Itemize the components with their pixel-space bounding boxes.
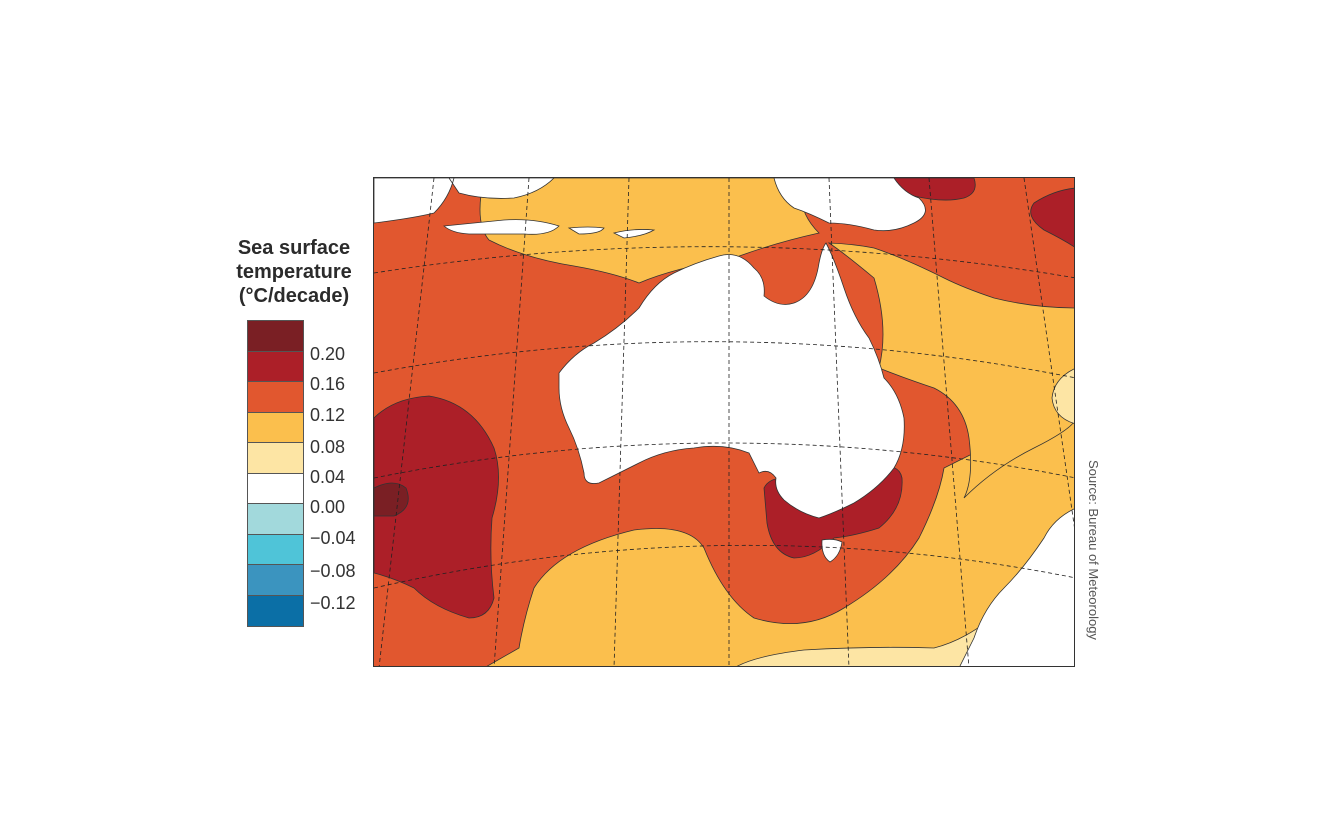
legend-color-bar	[247, 320, 304, 627]
zone-0-20-plus-west	[374, 482, 409, 517]
legend-title: Sea surface temperature (°C/decade)	[214, 236, 374, 308]
graticule-meridian	[378, 178, 435, 666]
source-credit: Source: Bureau of Meteorology	[1086, 460, 1101, 640]
graticule-parallel	[374, 544, 1074, 589]
legend-swatch-9	[248, 595, 303, 626]
legend-swatch-1	[248, 351, 303, 382]
legend-tick-label: −0.12	[310, 593, 356, 613]
graticule-parallel	[374, 246, 1074, 279]
zone-0-16-0-20-northeast	[1030, 187, 1074, 248]
indonesian-islands	[374, 178, 656, 239]
legend-title-line-3: (°C/decade)	[238, 285, 350, 307]
sst-trend-map	[373, 177, 1075, 667]
graticule-meridian	[1023, 178, 1074, 527]
new-guinea	[773, 178, 926, 232]
legend-swatch-3	[248, 412, 303, 443]
legend-tick-label: 0.00	[310, 497, 346, 517]
legend-swatch-7	[248, 534, 303, 565]
australia-landmass	[558, 242, 905, 519]
graticule-meridian	[493, 178, 530, 666]
legend-swatch-0	[248, 321, 303, 352]
legend-tick-label: −0.08	[310, 561, 356, 581]
legend-swatch-6	[248, 504, 303, 535]
legend-tick-label: −0.04	[310, 528, 356, 548]
legend-swatch-5	[248, 473, 303, 504]
sst-map-svg	[374, 178, 1074, 666]
legend-tick-label: 0.12	[310, 405, 346, 425]
legend-tick-label: 0.08	[310, 437, 346, 457]
legend-swatch-8	[248, 565, 303, 596]
legend-swatch-2	[248, 382, 303, 413]
legend-title-line-1: Sea surface	[237, 237, 351, 259]
zone-0-16-0-20-west	[374, 395, 499, 619]
graticule-meridian	[928, 178, 970, 666]
graticule-meridian	[613, 178, 630, 666]
legend-title-line-2: temperature	[236, 261, 352, 283]
graticule	[374, 178, 1074, 666]
legend-tick-label: 0.20	[310, 344, 346, 364]
graticule-meridian	[828, 178, 850, 666]
zone-0-08-0-12-east	[827, 242, 1074, 499]
new-zealand	[959, 508, 1074, 666]
legend-tick-label: 0.16	[310, 374, 346, 394]
tasmania	[821, 538, 843, 563]
graticule-parallel	[374, 341, 1074, 379]
legend-swatch-4	[248, 443, 303, 474]
legend-tick-label: 0.04	[310, 467, 346, 487]
graticule-parallel	[374, 442, 1074, 479]
